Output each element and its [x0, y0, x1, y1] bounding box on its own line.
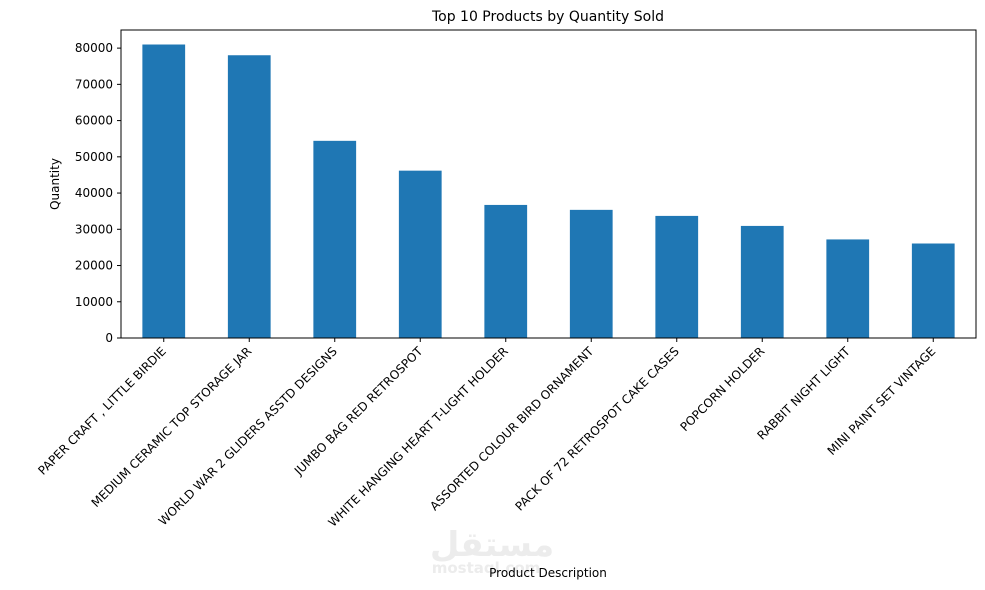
watermark-arabic: مستقل — [430, 525, 554, 565]
bar-5 — [484, 204, 528, 338]
x-tick-label: WHITE HANGING HEART T-LIGHT HOLDER — [325, 344, 510, 529]
y-tick-label: 60000 — [75, 114, 113, 128]
plot-frame — [120, 29, 977, 339]
y-tick-label: 20000 — [75, 259, 113, 273]
bar-2 — [227, 55, 271, 338]
bar-9 — [826, 239, 870, 338]
x-tick-label: WORLD WAR 2 GLIDERS ASSTD DESIGNS — [156, 344, 340, 528]
watermark: مستقل mostaql.com — [430, 525, 554, 577]
x-tick-label: PACK OF 72 RETROSPOT CAKE CASES — [513, 344, 682, 513]
y-tick-label: 0 — [105, 331, 113, 345]
bar-7 — [655, 215, 699, 338]
y-tick-label: 10000 — [75, 295, 113, 309]
watermark-latin: mostaql.com — [432, 559, 541, 577]
x-axis-label: Product Description — [489, 566, 607, 580]
y-axis-label: Quantity — [48, 158, 62, 210]
bars-group — [142, 44, 955, 338]
bar-1 — [142, 44, 186, 338]
x-tick-label: RABBIT NIGHT LIGHT — [755, 344, 854, 443]
y-tick-label: 30000 — [75, 222, 113, 236]
bar-10 — [911, 243, 955, 338]
x-tick-label: MEDIUM CERAMIC TOP STORAGE JAR — [89, 344, 255, 510]
y-axis-ticks: 0 10000 20000 30000 40000 50000 60000 70000 8000… — [75, 41, 121, 345]
y-tick-label: 40000 — [75, 186, 113, 200]
x-tick-label: POPCORN HOLDER — [677, 344, 767, 434]
y-tick-label: 50000 — [75, 150, 113, 164]
bar-6 — [569, 209, 613, 338]
y-tick-label: 80000 — [75, 41, 113, 55]
chart-title: Top 10 Products by Quantity Sold — [431, 9, 664, 25]
bar-4 — [398, 170, 442, 338]
y-tick-label: 70000 — [75, 77, 113, 91]
bar-8 — [740, 225, 784, 338]
x-tick-label: ASSORTED COLOUR BIRD ORNAMENT — [427, 344, 597, 514]
bar-3 — [313, 140, 357, 338]
